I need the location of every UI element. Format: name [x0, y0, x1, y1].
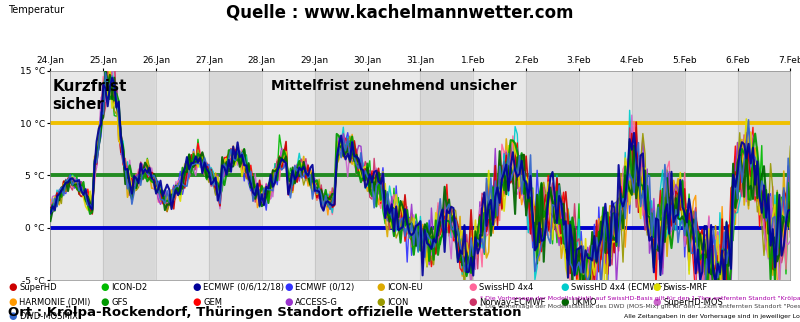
Text: * Die Vorhersage der Modellstatistik auf SwissHD-Basis gilt für den 1,7km entfer: * Die Vorhersage der Modellstatistik auf…: [480, 296, 800, 301]
Text: ●: ●: [376, 282, 385, 292]
Bar: [579, 71, 632, 280]
Text: UKMO: UKMO: [571, 298, 597, 307]
Text: ICON-EU: ICON-EU: [387, 283, 423, 292]
Bar: [209, 71, 262, 280]
Text: ●: ●: [468, 297, 477, 307]
Text: SwissHD 4x4 (ECMWF): SwissHD 4x4 (ECMWF): [571, 283, 666, 292]
Bar: [526, 71, 579, 280]
Text: GFS: GFS: [111, 298, 128, 307]
Text: Kurzfrist
sicher: Kurzfrist sicher: [53, 79, 127, 112]
Text: ECMWF (0/12): ECMWF (0/12): [295, 283, 354, 292]
Text: Alle Zeitangaben in der Vorhersage sind in jeweiliger Lokalzeit (MEZ): Alle Zeitangaben in der Vorhersage sind …: [624, 314, 800, 319]
Text: SwissHD 4x4: SwissHD 4x4: [479, 283, 534, 292]
Text: * Die Vorhersage der Modellstatistik des DWD (MOS-Mix) gilt für den 1,2km entfer: * Die Vorhersage der Modellstatistik des…: [480, 304, 800, 309]
Text: ●: ●: [8, 282, 17, 292]
Bar: [685, 71, 738, 280]
Text: ACCESS-G: ACCESS-G: [295, 298, 338, 307]
Text: ●: ●: [652, 282, 661, 292]
Text: GEM: GEM: [203, 298, 222, 307]
Bar: [474, 71, 526, 280]
Text: ●: ●: [8, 311, 17, 321]
Bar: [262, 71, 314, 280]
Text: Temperatur: Temperatur: [8, 5, 64, 15]
Text: ECMWF (0/6/12/18): ECMWF (0/6/12/18): [203, 283, 284, 292]
Bar: [738, 71, 790, 280]
Text: ●: ●: [376, 297, 385, 307]
Text: ●: ●: [560, 282, 569, 292]
Bar: [314, 71, 367, 280]
Text: SuperHD: SuperHD: [19, 283, 57, 292]
Text: ●: ●: [560, 297, 569, 307]
Bar: [632, 71, 685, 280]
Bar: [367, 71, 420, 280]
Text: HARMONIE (DMI): HARMONIE (DMI): [19, 298, 90, 307]
Bar: [156, 71, 209, 280]
Text: SuperHD-MOS: SuperHD-MOS: [663, 298, 723, 307]
Text: ●: ●: [192, 297, 201, 307]
Text: ●: ●: [100, 297, 109, 307]
Text: DWD-MOSMIX: DWD-MOSMIX: [19, 312, 78, 321]
Text: ICON-D2: ICON-D2: [111, 283, 147, 292]
Text: ICON: ICON: [387, 298, 409, 307]
Text: Swiss-MRF: Swiss-MRF: [663, 283, 707, 292]
Text: Mittelfrist zunehmend unsicher: Mittelfrist zunehmend unsicher: [270, 79, 516, 93]
Text: ●: ●: [8, 297, 17, 307]
Text: ●: ●: [284, 297, 293, 307]
Bar: [103, 71, 156, 280]
Bar: [50, 71, 103, 280]
Text: ●: ●: [652, 297, 661, 307]
Bar: [420, 71, 474, 280]
Text: ●: ●: [192, 282, 201, 292]
Text: Quelle : www.kachelmannwetter.com: Quelle : www.kachelmannwetter.com: [226, 3, 574, 21]
Text: Norway-ECMWF: Norway-ECMWF: [479, 298, 546, 307]
Text: ●: ●: [100, 282, 109, 292]
Text: ●: ●: [284, 282, 293, 292]
Text: ●: ●: [468, 282, 477, 292]
Text: Ort : Krölpa-Rockendorf, Thüringen Standort offizielle Wetterstation: Ort : Krölpa-Rockendorf, Thüringen Stand…: [8, 307, 522, 319]
